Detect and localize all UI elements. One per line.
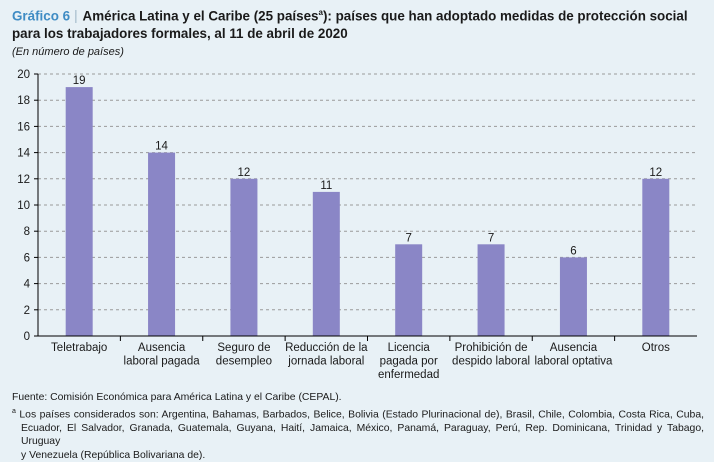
data-label: 7	[405, 232, 411, 244]
x-tick-label: Ausencia	[550, 342, 598, 354]
footnote-line-1: a Los países considerados son: Argentina…	[12, 405, 704, 422]
x-tick-label: pagada por	[380, 356, 438, 368]
figure-label: Gráfico 6	[12, 8, 71, 24]
x-tick-label: enfermedad	[378, 369, 439, 381]
bar	[395, 244, 423, 336]
x-tick-label: despido laboral	[452, 356, 530, 368]
chart-title-rest: ): países que han adoptado medidas de pr…	[322, 8, 688, 24]
y-tick-label: 10	[17, 200, 30, 212]
title-separator: |	[74, 8, 78, 24]
data-label: 14	[155, 141, 168, 153]
bar	[65, 87, 93, 336]
x-tick-label: laboral pagada	[124, 356, 201, 368]
footnote-line-3: y Venezuela (República Bolivariana de).	[21, 449, 206, 461]
bar	[477, 244, 505, 336]
footnote-line-1-text: Los países considerados son: Argentina, …	[19, 409, 704, 421]
y-tick-label: 4	[24, 279, 31, 291]
x-tick-label: laboral optativa	[534, 356, 613, 368]
y-tick-label: 0	[24, 331, 30, 343]
y-tick-label: 12	[17, 174, 30, 186]
chart-footer: Fuente: Comisión Económica para América …	[12, 391, 704, 462]
chart-subtitle: (En número de países)	[12, 46, 124, 59]
bar	[230, 178, 258, 336]
bar	[642, 178, 670, 336]
data-label: 12	[238, 167, 251, 179]
data-label: 7	[488, 232, 494, 244]
data-label: 12	[649, 167, 662, 179]
x-tick-label: Seguro de	[217, 342, 270, 354]
bar	[559, 257, 587, 336]
y-tick-label: 20	[17, 69, 30, 81]
y-tick-label: 8	[24, 226, 30, 238]
chart-title-line-2: para los trabajadores formales, al 11 de…	[12, 26, 348, 42]
chart-title-main: América Latina y el Caribe (25 países	[82, 8, 319, 24]
y-tick-label: 14	[17, 148, 30, 160]
chart-header: Gráfico 6 | América Latina y el Caribe (25…	[12, 4, 702, 60]
data-label: 6	[570, 245, 576, 257]
x-tick-label: Teletrabajo	[51, 342, 107, 354]
source-note: Fuente: Comisión Económica para América …	[12, 392, 342, 403]
chart-title-line-1: Gráfico 6 | América Latina y el Caribe (25…	[12, 4, 702, 25]
x-tick-label: jornada laboral	[287, 356, 364, 368]
y-tick-label: 16	[17, 121, 30, 133]
bar	[148, 152, 176, 336]
title-footnote-marker: a	[318, 8, 323, 17]
x-tick-label: desempleo	[216, 356, 272, 368]
x-tick-label: Ausencia	[138, 342, 186, 354]
x-tick-label: Prohibición de	[455, 342, 528, 354]
y-tick-label: 2	[24, 305, 30, 317]
y-tick-label: 18	[17, 95, 30, 107]
x-tick-label: Reducción de la	[285, 342, 368, 354]
footnote-marker: a	[12, 407, 16, 415]
bar	[312, 191, 340, 336]
bar-chart: 0 2 4 6 8 10 12 14 16 18 20 19 Teletrabajo 14 Ausencia…	[17, 69, 697, 381]
x-tick-label: Licencia	[388, 342, 431, 354]
y-tick-label: 6	[24, 252, 30, 264]
footnote-line-2: Ecuador, El Salvador, Granada, Guatemala…	[21, 422, 704, 448]
data-label: 11	[320, 180, 332, 192]
x-tick-label: Otros	[642, 342, 670, 354]
data-label: 19	[73, 75, 86, 87]
